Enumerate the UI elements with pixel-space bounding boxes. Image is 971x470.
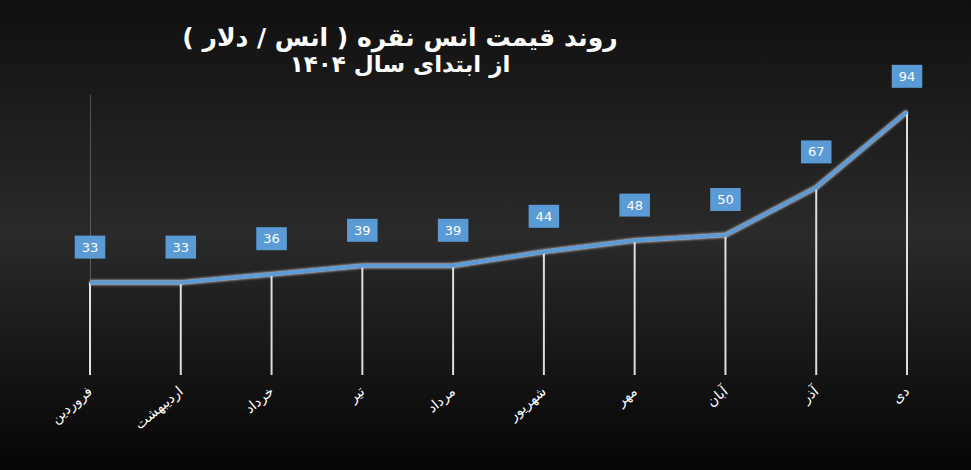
svg-text:مرداد: مرداد bbox=[424, 383, 459, 416]
svg-text:روند قیمت انس نقره ( انس / دلا: روند قیمت انس نقره ( انس / دلار ) bbox=[182, 23, 617, 53]
svg-text:خرداد: خرداد bbox=[241, 383, 277, 417]
svg-text:50: 50 bbox=[717, 192, 734, 207]
svg-text:36: 36 bbox=[263, 231, 280, 246]
svg-text:شهریور: شهریور bbox=[504, 383, 549, 425]
svg-text:44: 44 bbox=[536, 209, 553, 224]
svg-text:39: 39 bbox=[354, 223, 371, 238]
svg-text:آذر: آذر bbox=[797, 382, 822, 407]
svg-text:از ابتدای سال ۱۴۰۴: از ابتدای سال ۱۴۰۴ bbox=[290, 51, 511, 78]
svg-text:67: 67 bbox=[808, 144, 825, 159]
svg-text:33: 33 bbox=[82, 240, 99, 255]
svg-text:آبان: آبان bbox=[703, 382, 731, 409]
svg-text:تیر: تیر bbox=[344, 383, 368, 407]
svg-text:مهر: مهر bbox=[612, 383, 640, 411]
svg-text:33: 33 bbox=[173, 240, 190, 255]
svg-text:94: 94 bbox=[899, 69, 916, 84]
svg-text:دی: دی bbox=[889, 383, 912, 406]
svg-text:اردیبهشت: اردیبهشت bbox=[131, 383, 186, 433]
svg-text:فروردین: فروردین bbox=[48, 383, 96, 427]
svg-text:39: 39 bbox=[445, 223, 462, 238]
svg-text:48: 48 bbox=[626, 198, 643, 213]
